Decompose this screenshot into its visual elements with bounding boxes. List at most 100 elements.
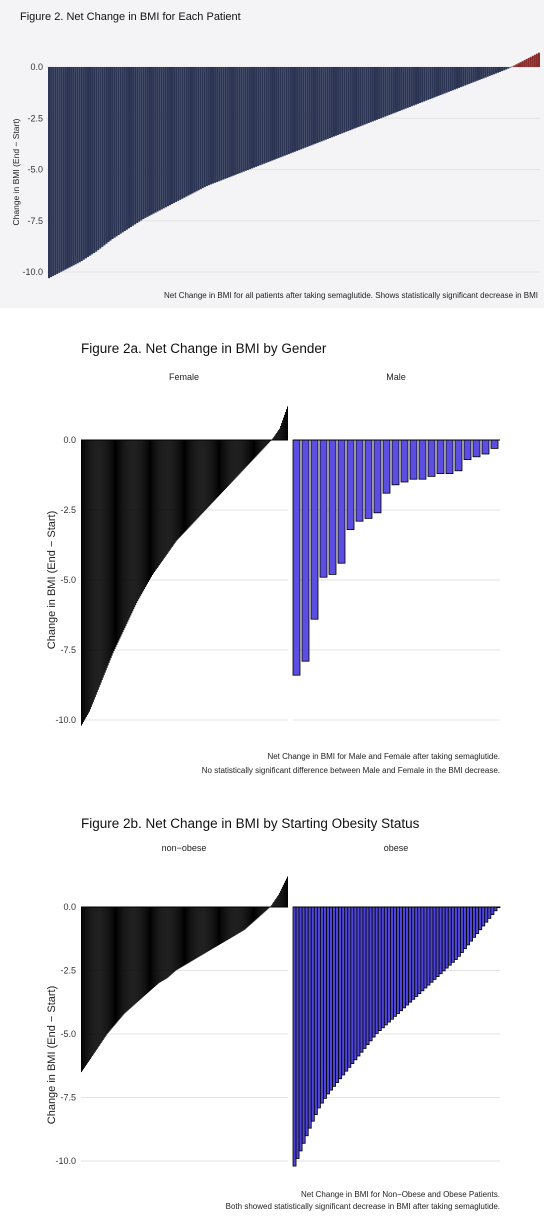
bar bbox=[95, 440, 97, 695]
bar bbox=[102, 907, 104, 1041]
bar bbox=[121, 907, 123, 1017]
bar bbox=[241, 440, 243, 472]
bar bbox=[349, 67, 352, 131]
bar bbox=[408, 67, 411, 108]
bar bbox=[152, 907, 154, 988]
bar bbox=[230, 907, 232, 938]
bar bbox=[168, 907, 170, 977]
bar bbox=[115, 440, 117, 647]
facet-label-male: Male bbox=[386, 372, 406, 382]
bar bbox=[188, 907, 190, 963]
bar bbox=[228, 67, 231, 178]
bar bbox=[273, 67, 276, 160]
bar bbox=[205, 907, 207, 953]
bar bbox=[399, 906, 403, 1012]
bar bbox=[62, 67, 65, 271]
bar bbox=[119, 67, 122, 234]
bar bbox=[374, 906, 379, 1034]
bar bbox=[157, 907, 159, 984]
bar bbox=[134, 907, 136, 1005]
bar bbox=[95, 907, 97, 1051]
bar bbox=[382, 439, 391, 494]
bar bbox=[279, 67, 282, 158]
bar bbox=[501, 67, 504, 72]
bar bbox=[204, 907, 206, 954]
bar bbox=[95, 67, 98, 252]
chart-panel-obesity: Figure 2b. Net Change in BMI by Starting… bbox=[0, 800, 544, 1219]
bar bbox=[250, 67, 253, 169]
bar bbox=[190, 440, 192, 526]
bar bbox=[232, 67, 235, 176]
bar bbox=[328, 67, 331, 139]
bar bbox=[138, 440, 140, 600]
bar bbox=[523, 60, 526, 67]
chart-title: Figure 2a. Net Change in BMI by Gender bbox=[81, 341, 327, 356]
bar bbox=[176, 440, 178, 541]
bar bbox=[251, 907, 253, 924]
y-tick-label: 0.0 bbox=[63, 435, 76, 445]
bar bbox=[142, 440, 144, 593]
y-axis-label: Change in BMI (End − Start) bbox=[46, 511, 58, 649]
bar bbox=[50, 67, 53, 278]
bar bbox=[194, 440, 196, 522]
bar bbox=[398, 67, 401, 111]
bar bbox=[97, 907, 99, 1048]
bar bbox=[207, 907, 209, 952]
bar bbox=[171, 907, 173, 974]
bar bbox=[322, 67, 325, 141]
bar bbox=[306, 67, 309, 147]
bar bbox=[240, 907, 242, 932]
bar bbox=[335, 67, 338, 136]
bar bbox=[156, 440, 158, 568]
bar bbox=[347, 67, 350, 131]
bar bbox=[52, 67, 55, 277]
bar bbox=[472, 67, 475, 83]
bar bbox=[329, 906, 333, 1091]
bar bbox=[253, 907, 255, 922]
bar bbox=[173, 440, 175, 545]
bar bbox=[145, 907, 147, 995]
bar bbox=[392, 67, 395, 114]
bar bbox=[247, 907, 249, 927]
bar bbox=[164, 907, 166, 980]
bar bbox=[363, 67, 366, 125]
bar bbox=[235, 440, 237, 478]
bar bbox=[384, 67, 387, 117]
bar bbox=[160, 907, 162, 982]
bar bbox=[131, 907, 133, 1008]
bar bbox=[103, 907, 105, 1039]
bar bbox=[122, 907, 124, 1016]
bar bbox=[257, 907, 259, 919]
bar bbox=[152, 67, 155, 214]
bar bbox=[136, 440, 138, 603]
bar bbox=[272, 438, 274, 440]
bar bbox=[171, 67, 174, 205]
y-tick-label: -5.0 bbox=[27, 165, 43, 175]
bar bbox=[490, 906, 495, 915]
bar bbox=[117, 440, 119, 643]
bar bbox=[492, 67, 495, 75]
bar bbox=[450, 906, 455, 963]
bar bbox=[234, 67, 237, 175]
bars-female bbox=[81, 406, 288, 726]
bar bbox=[174, 440, 176, 543]
bar bbox=[181, 67, 184, 199]
bar bbox=[177, 67, 180, 201]
bar bbox=[408, 906, 413, 1003]
bar bbox=[493, 906, 498, 912]
bar bbox=[267, 907, 269, 910]
bar bbox=[332, 906, 337, 1087]
bar bbox=[347, 906, 352, 1068]
bar bbox=[107, 67, 110, 243]
bar bbox=[111, 440, 113, 656]
bar bbox=[179, 907, 181, 969]
bar bbox=[100, 907, 102, 1043]
bar bbox=[486, 67, 489, 77]
bar bbox=[273, 902, 275, 907]
bar bbox=[82, 440, 84, 723]
bar bbox=[93, 440, 95, 700]
bar bbox=[107, 907, 109, 1033]
bar bbox=[423, 67, 426, 102]
bar bbox=[417, 67, 420, 104]
bar bbox=[122, 440, 124, 633]
